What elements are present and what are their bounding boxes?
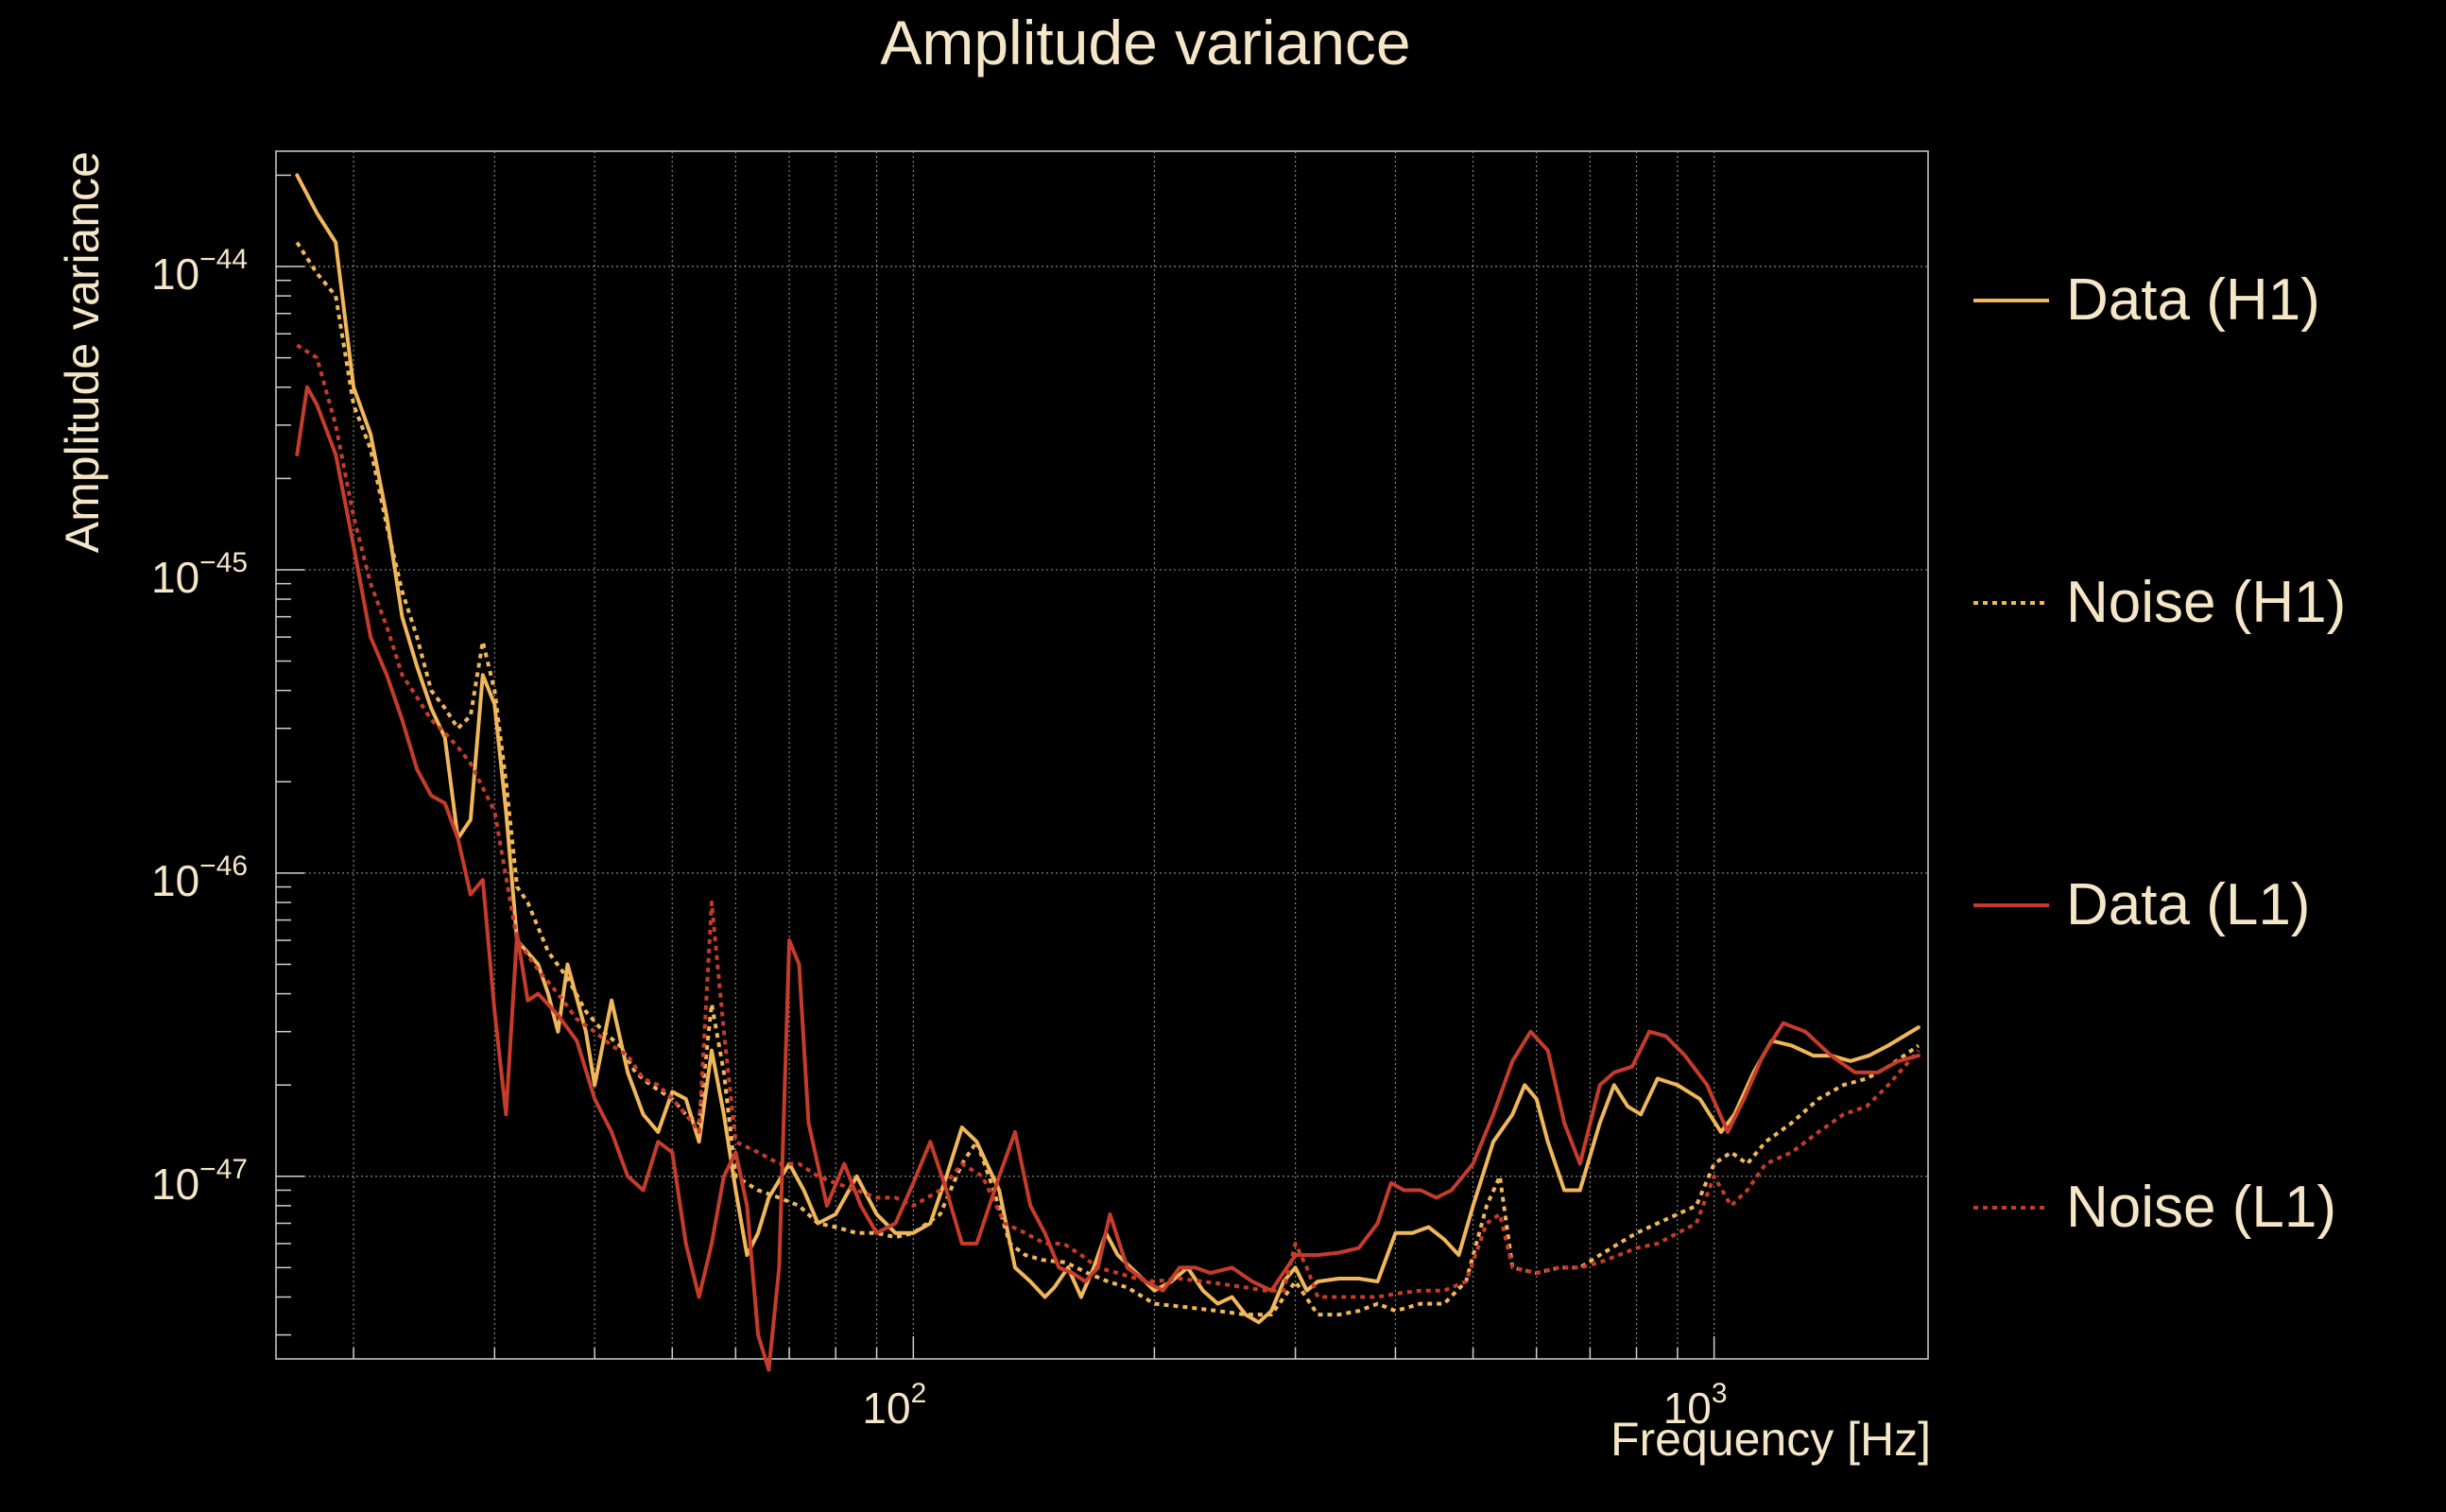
legend-label: Data (H1) [2066, 267, 2320, 333]
x-axis-label: Frequency [Hz] [1611, 1413, 1931, 1466]
x-tick-label: 102 [862, 1378, 926, 1433]
plot-frame [275, 150, 1929, 1360]
series-line-data-l1 [295, 385, 1921, 1372]
legend-label: Noise (L1) [2066, 1175, 2336, 1240]
y-tick-label: 10−47 [151, 1154, 248, 1209]
y-axis-label: Amplitude variance [56, 151, 109, 553]
legend: Data (H1) Noise (H1) Data (L1) Noise (L1) [1973, 267, 2346, 1240]
y-tick-label: 10−44 [151, 244, 248, 299]
y-tick-label: 10−45 [151, 547, 248, 602]
legend-label: Noise (H1) [2066, 570, 2346, 635]
chart-title: Amplitude variance [880, 8, 1410, 77]
x-tick-label: 103 [1663, 1378, 1728, 1433]
series-layer [295, 173, 1921, 1372]
series-line-noise-l1 [296, 343, 1921, 1299]
tick-labels: 102 103 10−44 10−45 10−46 10−47 [151, 244, 1728, 1433]
minor-ticks [276, 174, 1715, 1359]
y-tick-label: 10−46 [151, 850, 248, 905]
legend-label: Data (L1) [2066, 872, 2310, 937]
